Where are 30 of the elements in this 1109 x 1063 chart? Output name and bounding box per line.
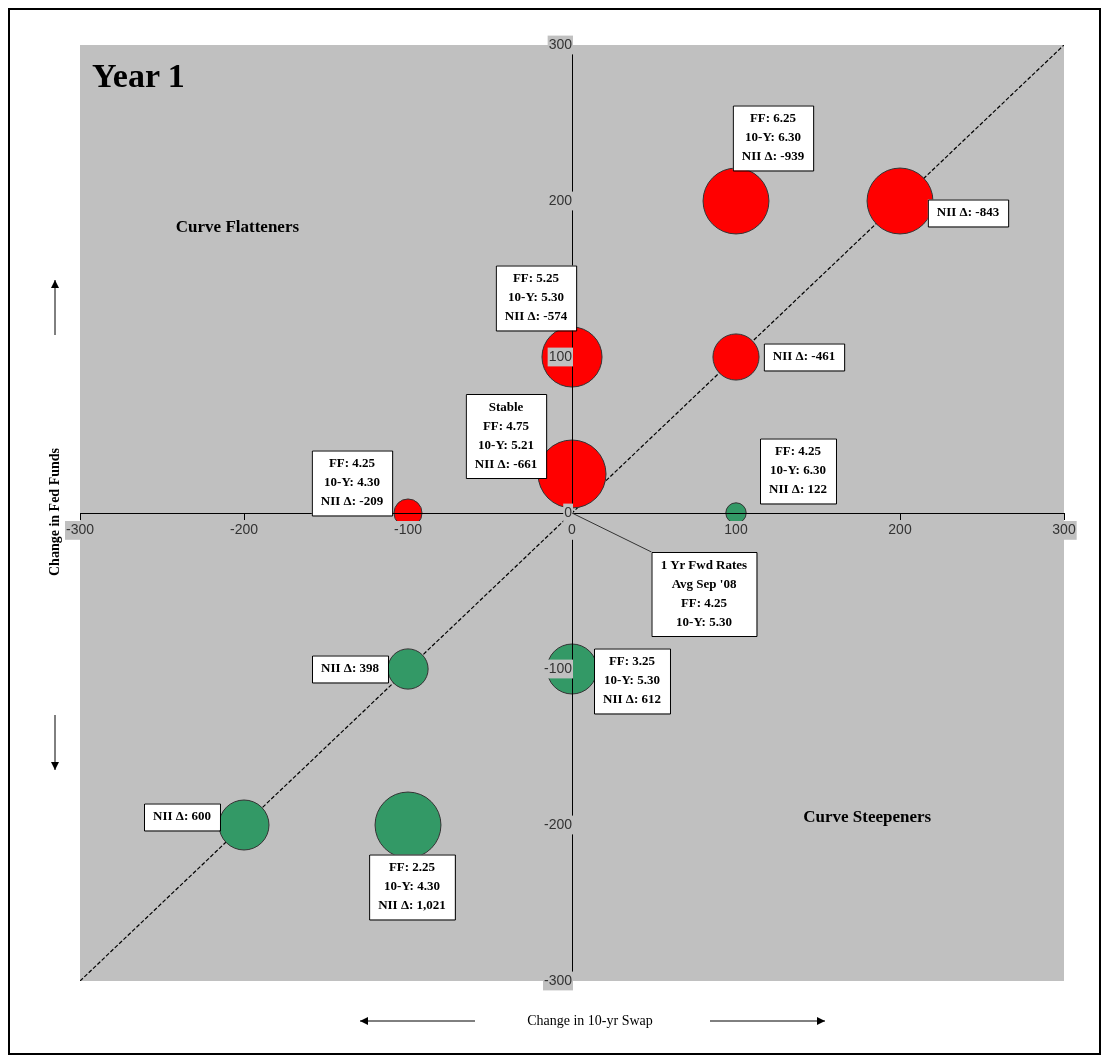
annotation: Stable FF: 4.75 10-Y: 5.21 NII Δ: -661 (474, 398, 538, 471)
annotation: Curve Flatteners (175, 216, 300, 236)
annotation: NII Δ: -461 (772, 348, 836, 364)
y-tick-label: -100 (543, 659, 573, 676)
annotation: NII Δ: -843 (936, 204, 1000, 220)
chart-title: Year 1 (92, 57, 185, 94)
annotation: 1 Yr Fwd Rates Avg Sep '08 FF: 4.25 10-Y: 5.30 (660, 556, 748, 629)
annotation: NII Δ: 398 (321, 660, 380, 676)
y-tick-label: -300 (543, 971, 573, 988)
x-tick-label: 100 (724, 521, 748, 538)
annotation: NII Δ: 600 (153, 808, 211, 824)
x-tick-label: -300 (65, 521, 95, 538)
annotation: FF: 4.25 10-Y: 4.30 NII Δ: -209 (320, 455, 384, 509)
y-tick-label: 0 (564, 503, 573, 520)
annotation: FF: 5.25 10-Y: 5.30 NII Δ: -574 (504, 270, 568, 324)
annotation: FF: 3.25 10-Y: 5.30 NII Δ: 612 (603, 653, 661, 707)
y-tick-label: 300 (548, 35, 573, 52)
x-axis-title: Change in 10-yr Swap (527, 1013, 653, 1029)
y-tick-label: 200 (548, 191, 573, 208)
annotation: FF: 4.25 10-Y: 6.30 NII Δ: 122 (769, 443, 827, 497)
y-axis-title: Change in Fed Funds (47, 448, 63, 576)
annotation: FF: 2.25 10-Y: 4.30 NII Δ: 1,021 (378, 859, 446, 913)
annotation: Curve Steepeners (803, 806, 932, 826)
x-tick-label: -100 (393, 521, 423, 538)
x-tick-label: -200 (229, 521, 259, 538)
x-tick-label: 200 (888, 521, 912, 538)
y-tick-label: -200 (543, 815, 573, 832)
y-tick-label: 100 (548, 347, 573, 364)
x-tick-label: 300 (1052, 521, 1076, 538)
annotation: FF: 6.25 10-Y: 6.30 NII Δ: -939 (741, 110, 805, 164)
